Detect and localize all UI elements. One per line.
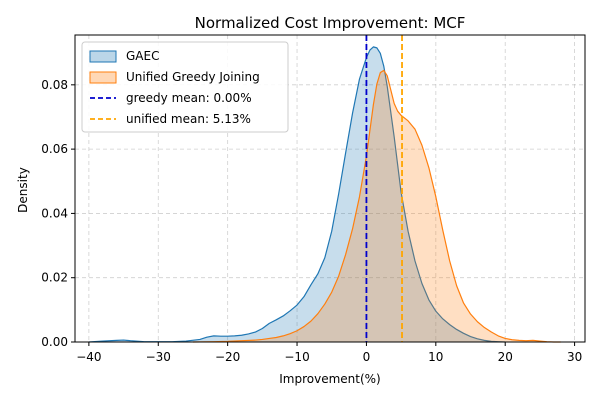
y-tick-label: 0.06 xyxy=(41,142,68,156)
density-areas xyxy=(88,46,561,343)
area-fill-unified-greedy-joining xyxy=(192,70,561,343)
y-tick-label: 0.04 xyxy=(41,206,68,220)
legend-label: GAEC xyxy=(126,49,159,63)
mean-lines xyxy=(365,35,403,342)
legend-box xyxy=(81,41,289,133)
chart-title: Normalized Cost Improvement: MCF xyxy=(195,14,466,32)
y-axis-ticks: 0.00 0.02 0.04 0.06 0.08 xyxy=(41,78,75,349)
x-tick-label: 20 xyxy=(498,350,513,364)
x-tick-label: 30 xyxy=(567,350,582,364)
x-tick-label: 10 xyxy=(428,350,443,364)
density-line-unified-greedy-joining xyxy=(192,69,561,343)
x-tick-label: −10 xyxy=(284,350,309,364)
legend-label: unified mean: 5.13% xyxy=(126,112,251,126)
legend-swatch xyxy=(89,50,117,63)
legend: GAEC Unified Greedy Joining greedy mean: 0… xyxy=(81,41,289,133)
plot-frame xyxy=(74,34,586,343)
y-tick-label: 0.00 xyxy=(41,335,68,349)
x-tick-label: 0 xyxy=(363,350,371,364)
y-tick-label: 0.08 xyxy=(41,78,68,92)
x-axis-label: Improvement(%) xyxy=(279,372,381,386)
y-axis-label: Density xyxy=(16,167,30,213)
y-tick-label: 0.02 xyxy=(41,271,68,285)
legend-label: Unified Greedy Joining xyxy=(126,70,260,84)
x-axis-ticks: −40 −30 −20 −10 0 10 20 30 xyxy=(76,342,582,364)
legend-label: greedy mean: 0.00% xyxy=(126,91,252,105)
x-tick-label: −20 xyxy=(215,350,240,364)
legend-swatch xyxy=(89,71,117,84)
x-tick-label: −30 xyxy=(146,350,171,364)
area-fill-gaec xyxy=(88,46,506,342)
x-tick-label: −40 xyxy=(76,350,101,364)
density-line-gaec xyxy=(88,46,506,343)
